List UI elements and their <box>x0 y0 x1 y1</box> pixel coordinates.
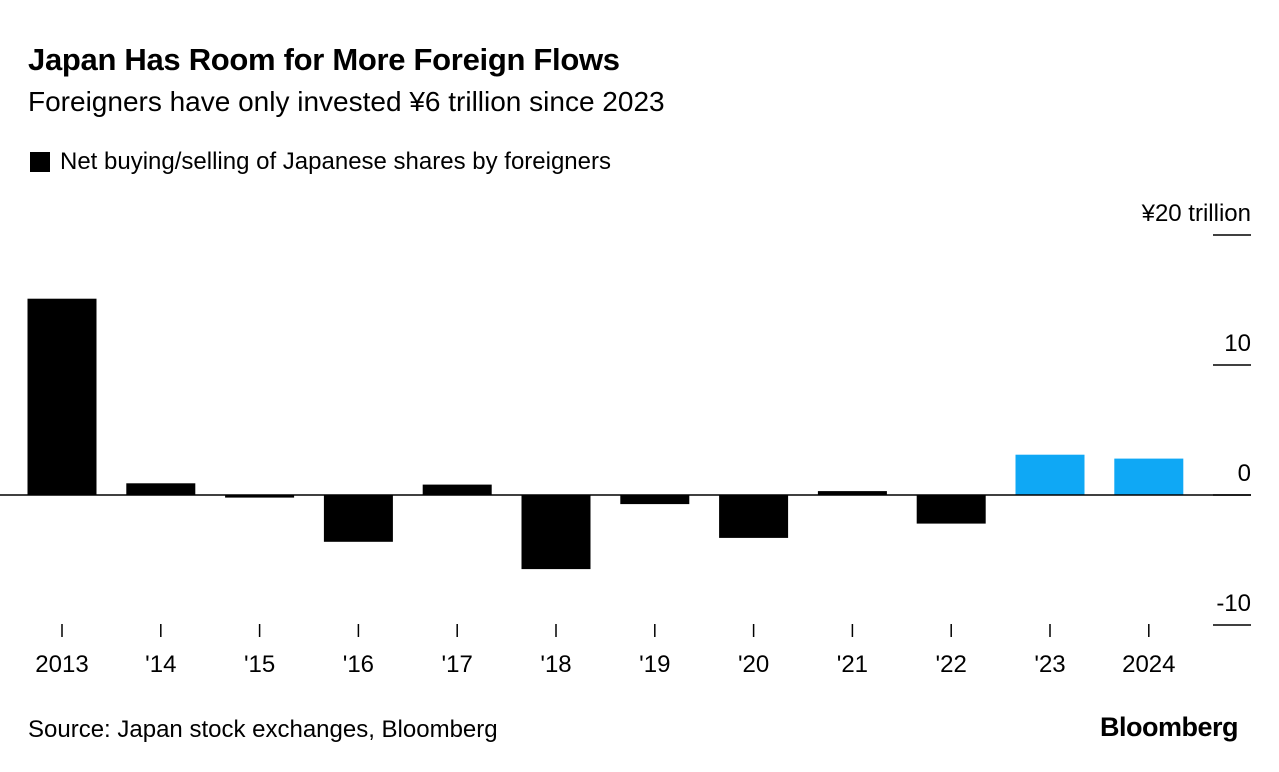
x-tick-label: 2024 <box>1122 651 1175 678</box>
bar-19 <box>620 495 690 505</box>
y-tick-label: ¥20 trillion <box>1141 200 1251 227</box>
legend-label: Net buying/selling of Japanese shares by… <box>60 148 611 175</box>
bar-22 <box>916 495 986 524</box>
x-tick-label: '16 <box>343 651 374 678</box>
bar-14 <box>126 483 196 495</box>
bar-23 <box>1015 454 1085 495</box>
bloomberg-logo: Bloomberg <box>1100 712 1239 742</box>
legend: Net buying/selling of Japanese shares by… <box>30 148 611 176</box>
x-tick-label: 2013 <box>35 651 88 678</box>
legend-swatch <box>30 152 50 172</box>
bar-2013 <box>27 298 97 495</box>
y-tick-label: -10 <box>1216 590 1251 617</box>
x-tick-label: '23 <box>1034 651 1065 678</box>
bar-20 <box>719 495 789 538</box>
x-tick-label: '18 <box>540 651 571 678</box>
bar-16 <box>323 495 393 542</box>
bar-21 <box>817 491 887 495</box>
y-tick-label: 10 <box>1224 330 1251 357</box>
chart-title: Japan Has Room for More Foreign Flows <box>28 42 620 77</box>
chart-subtitle: Foreigners have only invested ¥6 trillio… <box>28 86 665 117</box>
bar-15 <box>225 495 295 498</box>
source-note: Source: Japan stock exchanges, Bloomberg <box>28 716 498 743</box>
x-tick-label: '22 <box>936 651 967 678</box>
x-tick-label: '14 <box>145 651 176 678</box>
x-tick-label: '21 <box>837 651 868 678</box>
bar-2024 <box>1114 458 1184 495</box>
x-tick-label: '19 <box>639 651 670 678</box>
x-tick-label: '17 <box>442 651 473 678</box>
y-tick-label: 0 <box>1238 460 1251 487</box>
bar-17 <box>422 484 492 495</box>
x-tick-label: '20 <box>738 651 769 678</box>
bar-18 <box>521 495 591 570</box>
x-tick-label: '15 <box>244 651 275 678</box>
